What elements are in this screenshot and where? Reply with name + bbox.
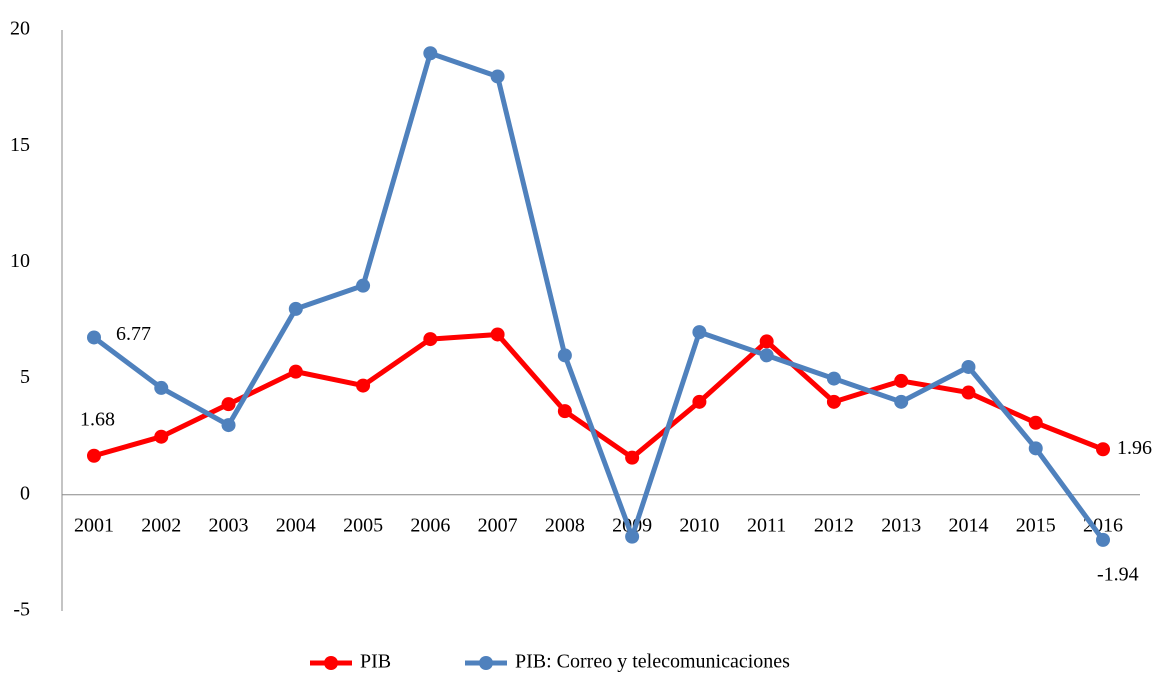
x-tick-label: 2002 [141,514,181,536]
data-point [625,450,640,465]
data-point [423,332,438,347]
legend-label: PIB: Correo y telecomunicaciones [515,651,790,673]
x-tick-label: 2004 [276,514,316,536]
x-tick-label: 2003 [209,514,249,536]
x-tick-label: 2016 [1083,514,1123,536]
data-point [759,348,774,363]
legend-marker [479,656,493,670]
x-tick-label: 2001 [74,514,114,536]
data-point [894,394,909,409]
x-tick-label: 2007 [478,514,518,536]
data-point [423,46,438,61]
data-point [221,418,236,433]
data-point [490,69,505,84]
data-point [1028,415,1043,430]
data-point [692,394,707,409]
legend-label: PIB [360,651,391,673]
data-point [625,529,640,544]
data-point [356,378,371,393]
x-tick-label: 2009 [612,514,652,536]
data-label: -1.94 [1097,563,1139,585]
data-label: 6.77 [116,323,151,345]
data-point [87,330,101,345]
x-tick-label: 2011 [747,514,786,536]
y-tick-label: 0 [20,482,30,504]
x-tick-label: 2014 [948,514,988,536]
x-tick-label: 2010 [679,514,719,536]
data-point [1096,532,1110,547]
x-tick-label: 2006 [410,514,450,536]
data-point [356,278,371,293]
data-point [894,373,909,388]
data-point [759,334,774,349]
data-point [557,404,572,419]
data-point [1028,441,1043,456]
y-tick-label: 15 [10,134,30,156]
series-line [92,50,1106,542]
data-point [557,348,572,363]
y-tick-label: -5 [13,599,30,621]
data-point [154,429,169,444]
data-point [961,359,976,374]
data-point [87,448,101,463]
data-point [154,380,169,395]
x-tick-label: 2012 [814,514,854,536]
y-tick-label: 5 [20,366,30,388]
data-point [961,385,976,400]
x-tick-label: 2015 [1016,514,1056,536]
data-point [692,325,707,340]
legend-marker [324,656,338,670]
y-tick-label: 20 [10,18,30,40]
data-point [221,397,236,412]
data-point [826,371,841,386]
data-point [490,327,505,342]
data-label: 1.96 [1117,437,1152,459]
data-point [288,301,303,316]
y-tick-label: 10 [10,250,30,272]
x-tick-label: 2005 [343,514,383,536]
data-label: 1.68 [80,408,115,430]
data-point [1096,442,1110,457]
data-point [288,364,303,379]
x-tick-label: 2008 [545,514,585,536]
data-point [826,394,841,409]
x-tick-label: 2013 [881,514,921,536]
